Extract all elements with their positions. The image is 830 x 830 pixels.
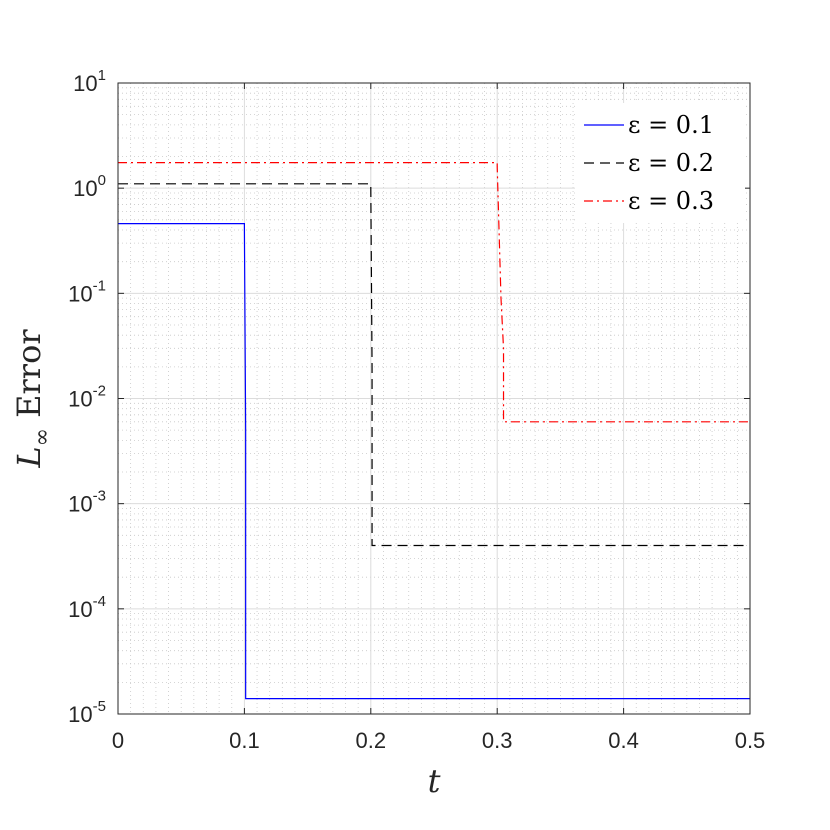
y-axis-label: L∞ Error <box>10 329 55 469</box>
series-line-1 <box>118 223 750 700</box>
y-axis-label-rest: Error <box>10 329 48 428</box>
legend-label: ε = 0.3 <box>628 187 714 215</box>
y-tick-label: 10-2 <box>68 383 106 412</box>
y-tick-base: 10 <box>68 597 92 622</box>
x-tick-label: 0.1 <box>229 728 260 753</box>
legend-label: ε = 0.2 <box>628 149 714 177</box>
x-tick-label: 0.3 <box>482 728 513 753</box>
x-tick-label: 0.4 <box>608 728 639 753</box>
series-lines <box>118 162 750 700</box>
y-tick-label: 10-4 <box>68 593 106 622</box>
y-tick-base: 10 <box>73 71 97 96</box>
y-axis-title: L∞ Error <box>10 329 55 469</box>
y-tick-base: 10 <box>73 176 97 201</box>
y-tick-exponent: -2 <box>93 383 106 400</box>
y-tick-base: 10 <box>68 492 92 517</box>
y-tick-base: 10 <box>68 702 92 727</box>
x-axis: 0 0.1 0.2 0.3 0.4 0.5 <box>112 83 765 753</box>
x-tick-label: 0.2 <box>356 728 387 753</box>
series-line-2 <box>118 183 750 547</box>
legend: ε = 0.1 ε = 0.2 ε = 0.3 <box>575 103 745 223</box>
x-axis-label: t <box>428 762 441 800</box>
y-tick-label: 101 <box>73 67 106 96</box>
minor-grid <box>118 83 750 714</box>
legend-label: ε = 0.1 <box>628 111 714 139</box>
x-tick-label: 0 <box>112 728 124 753</box>
y-tick-base: 10 <box>68 387 92 412</box>
x-tick-label: 0.5 <box>735 728 766 753</box>
y-axis-label-main: L <box>10 446 48 468</box>
x-axis-title: t <box>428 762 441 800</box>
y-tick-exponent: -5 <box>93 698 106 715</box>
y-tick-exponent: -4 <box>93 593 106 610</box>
y-axis-label-sub: ∞ <box>30 428 55 446</box>
y-tick-exponent: 1 <box>98 67 106 84</box>
y-tick-exponent: 0 <box>98 172 106 189</box>
y-tick-exponent: -3 <box>93 488 106 505</box>
y-tick-label: 10-1 <box>68 277 106 306</box>
y-tick-label: 100 <box>73 172 106 201</box>
y-tick-label: 10-3 <box>68 488 106 517</box>
series-line-3 <box>118 162 750 423</box>
y-tick-label: 10-5 <box>68 698 106 727</box>
y-tick-exponent: -1 <box>93 277 106 294</box>
y-tick-base: 10 <box>68 281 92 306</box>
